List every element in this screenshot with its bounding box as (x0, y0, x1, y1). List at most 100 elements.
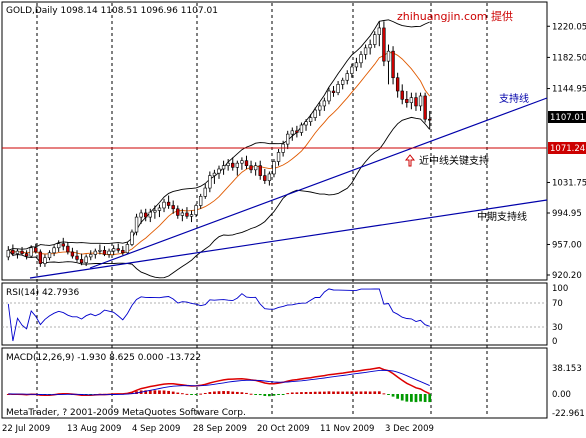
candle (221, 160, 226, 175)
candle (70, 247, 75, 259)
macd-histogram-bar (332, 391, 335, 394)
macd-histogram-bar (300, 392, 303, 394)
macd-histogram-bar (240, 392, 244, 394)
candle (258, 160, 262, 180)
price-tick-label: 1182.50 (552, 53, 586, 63)
candle (121, 246, 125, 256)
macd-histogram-bar (217, 391, 221, 394)
candle (391, 46, 395, 85)
macd-tick-label: 0.00 (552, 390, 571, 400)
candle (43, 254, 47, 267)
mid-support-label: 中期支持线 (477, 210, 527, 223)
candle (98, 244, 102, 255)
candle (185, 207, 189, 219)
macd-histogram-bar (423, 394, 427, 403)
candle (327, 87, 331, 105)
candle (15, 248, 20, 259)
watermark: zhihuangjin.com 提供 (397, 9, 513, 23)
candle (157, 204, 162, 218)
macd-histogram-bar (359, 391, 363, 394)
macd-histogram-bar (322, 391, 326, 394)
macd-histogram-bar (176, 392, 180, 394)
bollinger-lower (7, 116, 431, 279)
macd-histogram-bar (231, 391, 235, 394)
candle (318, 102, 322, 116)
price-tick-label: 1031.75 (552, 178, 586, 188)
candle (6, 246, 10, 261)
date-tick-label: 4 Sep 2009 (132, 424, 180, 434)
candle (226, 159, 230, 171)
candle (304, 119, 308, 131)
footer-copyright: MetaTrader, ? 2001-2009 MetaQuotes Softw… (6, 408, 246, 418)
candle (350, 63, 354, 78)
candle (171, 200, 175, 214)
price-tick-label: 994.95 (552, 209, 582, 219)
candle (386, 44, 391, 85)
macd-histogram-bar (148, 390, 152, 394)
macd-histogram-bar (162, 390, 166, 394)
date-tick-label: 22 Jul 2009 (2, 424, 50, 434)
candle (176, 205, 180, 219)
candle (144, 208, 148, 222)
price-tick-label: 1144.95 (552, 85, 586, 95)
support-line-label: 支持线 (499, 92, 529, 105)
candle (20, 246, 24, 256)
candle (148, 208, 152, 223)
macd-histogram-bar (222, 391, 225, 394)
macd-histogram-bar (249, 393, 253, 395)
date-tick-label: 20 Oct 2009 (257, 424, 310, 434)
candle (368, 39, 372, 55)
macd-histogram-bar (341, 391, 345, 394)
candle (322, 97, 327, 111)
macd-histogram-bar (355, 391, 358, 394)
candle (162, 198, 166, 213)
candle (377, 21, 381, 47)
level-label: 1071.24 (550, 144, 585, 154)
candle (139, 209, 143, 224)
candle (409, 92, 414, 110)
candle (354, 57, 359, 72)
candle (313, 107, 317, 121)
macd-histogram-bar (281, 394, 285, 395)
candle (203, 183, 207, 199)
candle (382, 21, 386, 67)
price-tick-label: 920.20 (552, 271, 582, 281)
candle (111, 245, 116, 256)
candle (295, 125, 299, 138)
macd-histogram-bar (194, 394, 198, 395)
macd-histogram-bar (130, 392, 134, 394)
candle (93, 248, 97, 259)
support-trendline (89, 97, 548, 269)
rsi-panel (1, 282, 548, 346)
price-tick-label: 1220.05 (552, 22, 586, 32)
candle (29, 245, 33, 258)
macd-histogram-bar (185, 393, 189, 395)
macd-histogram-bar (272, 394, 276, 396)
macd-histogram-bar (419, 394, 422, 402)
macd-histogram-bar (258, 394, 262, 396)
level-label-box (548, 142, 586, 154)
candle (34, 243, 38, 254)
macd-histogram-bar (199, 393, 203, 395)
macd-histogram-bar (254, 394, 258, 395)
candle (272, 159, 276, 178)
rsi-header: RSI(14) 42.7936 (6, 288, 79, 298)
candle (38, 249, 43, 267)
macd-signal-line (8, 369, 430, 396)
moving-average (8, 52, 431, 256)
main-header: GOLD,Daily 1098.14 1108.51 1096.96 1107.… (6, 6, 218, 16)
near-support-label: 近中线关键支持 (419, 154, 489, 167)
mid-term-trendline (29, 199, 548, 279)
price-tick-label: 957.00 (552, 240, 582, 250)
candle (373, 31, 377, 48)
macd-histogram-bar (245, 392, 248, 394)
date-tick-label: 3 Dec 2009 (385, 424, 434, 434)
candle (341, 77, 345, 90)
macd-histogram-bar (345, 391, 349, 394)
macd-histogram-bar (208, 392, 212, 394)
macd-histogram-bar (377, 391, 381, 394)
macd-header: MACD(12,26,9) -1.930 8.625 0.000 -13.722 (6, 353, 201, 363)
macd-histogram-bar (268, 394, 271, 397)
candle (47, 250, 52, 261)
candle (263, 168, 267, 184)
